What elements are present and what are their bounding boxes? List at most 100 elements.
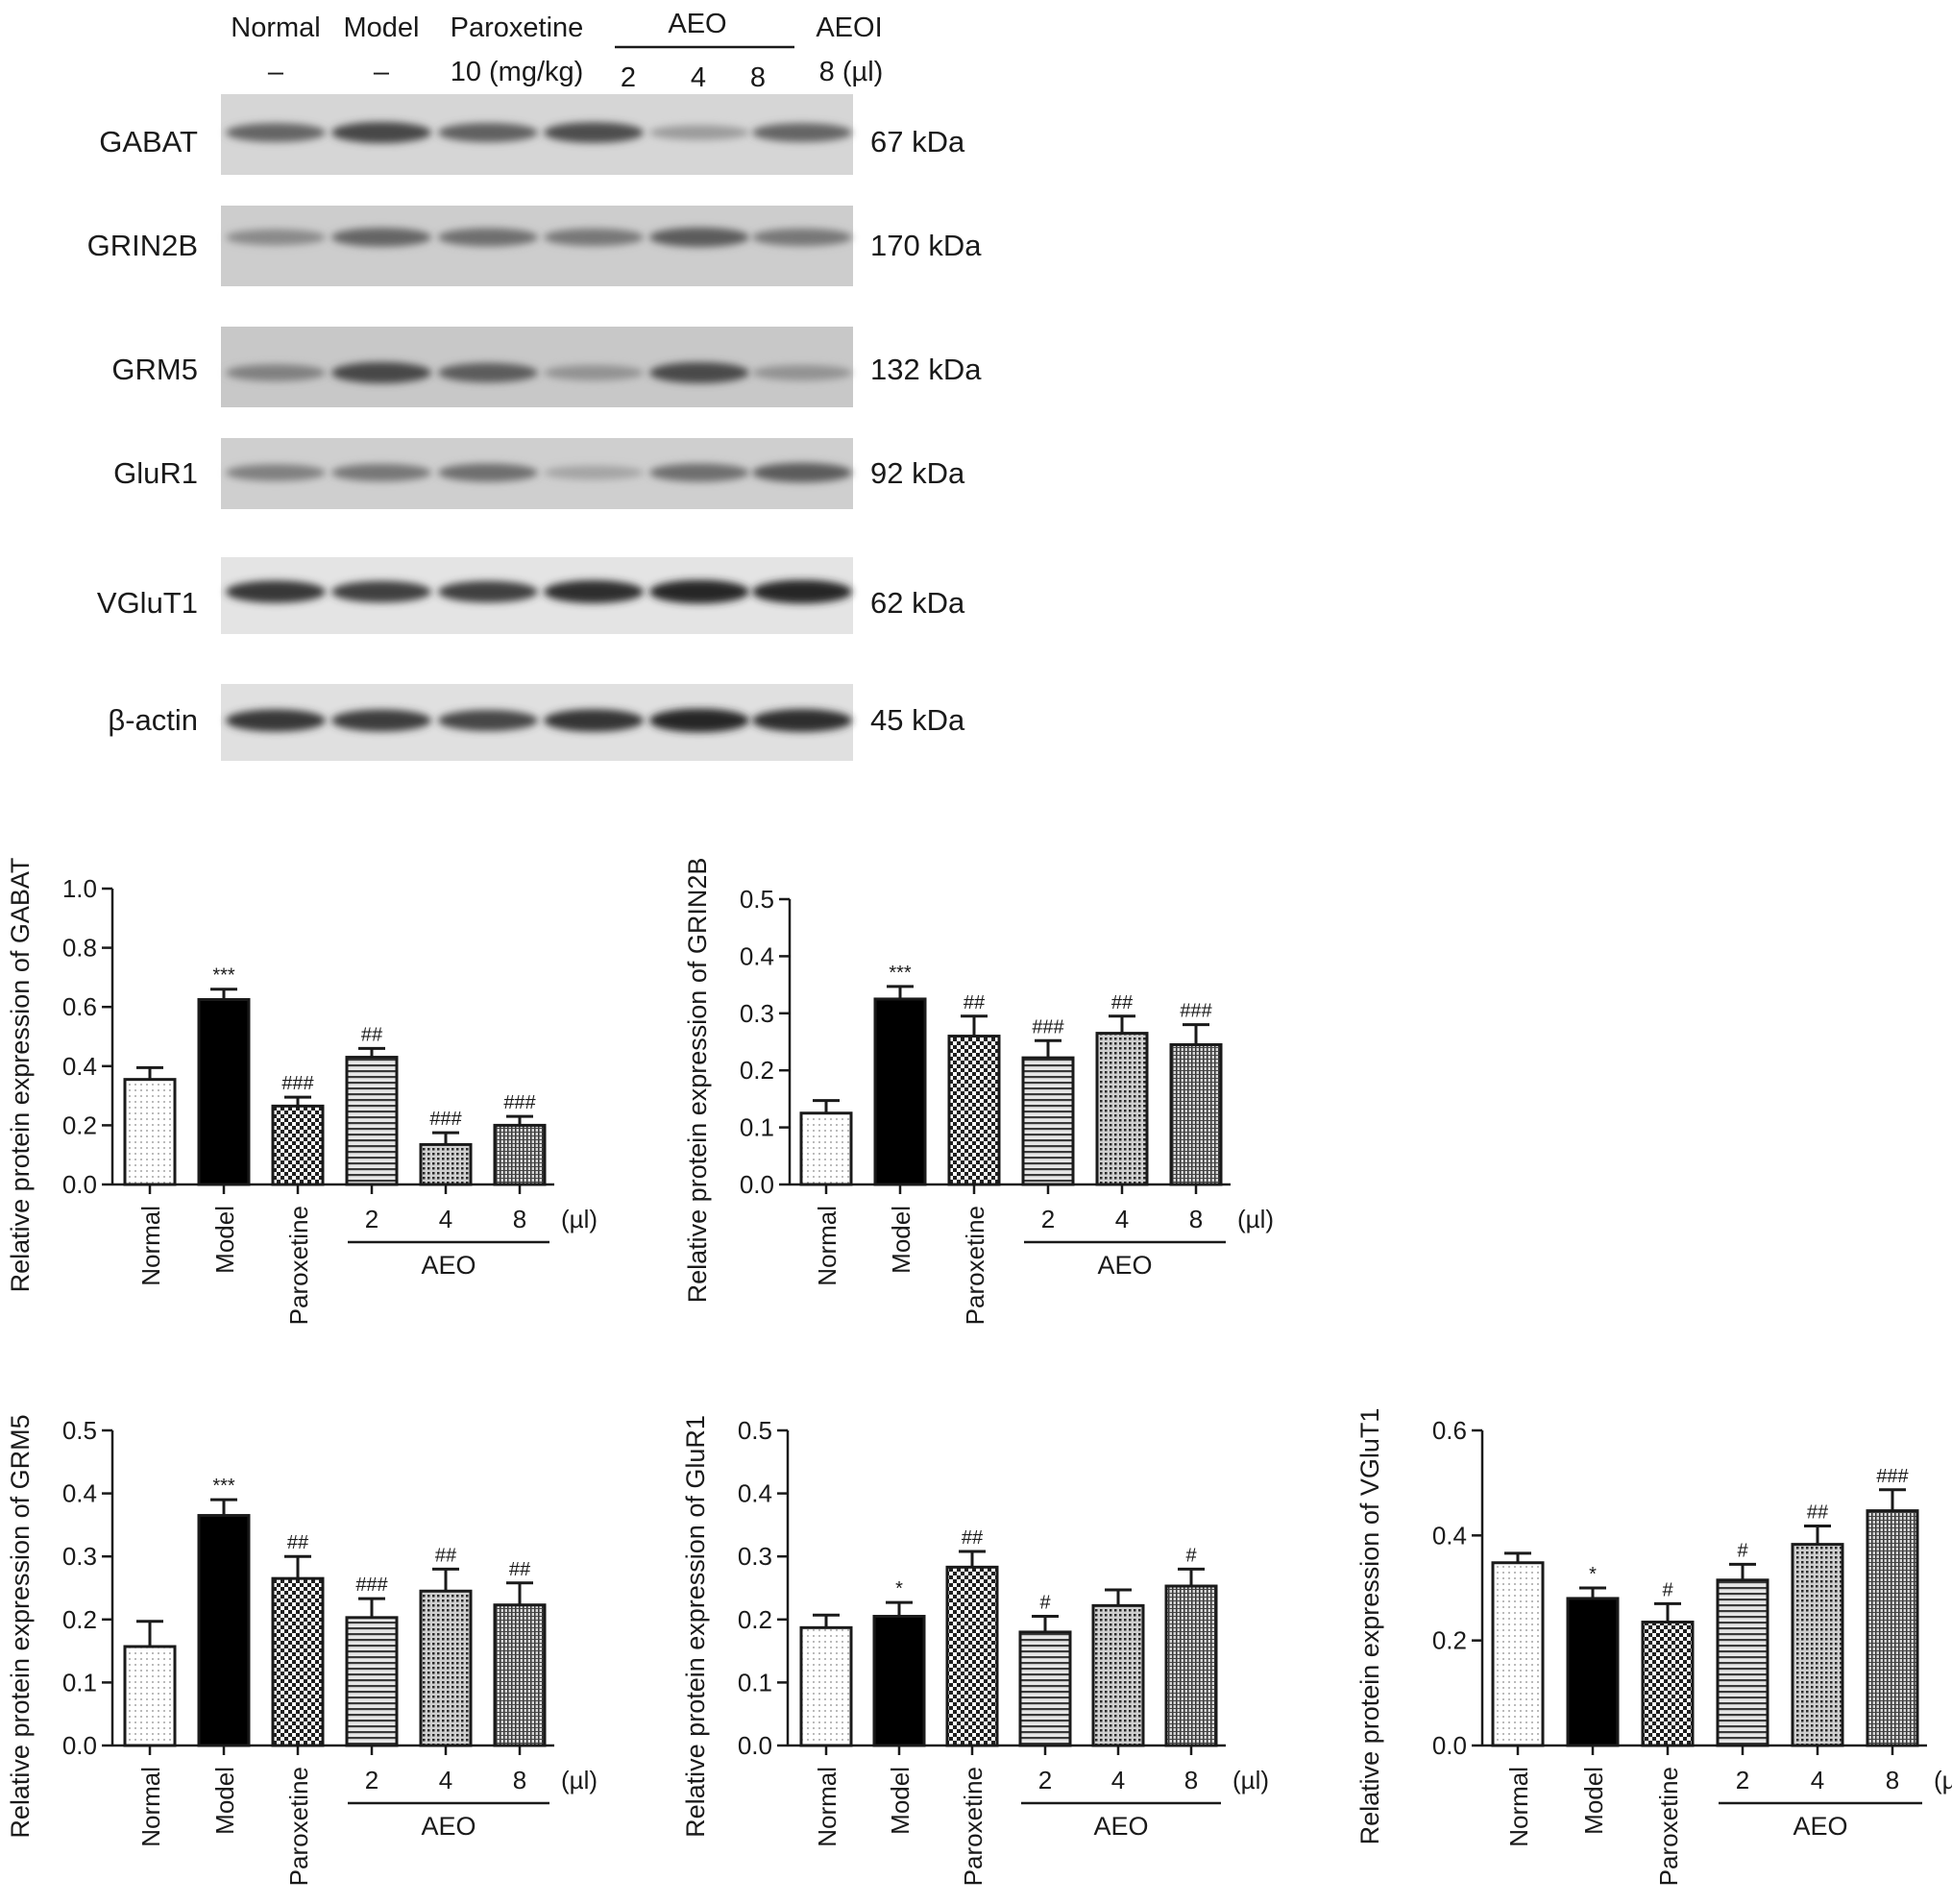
blot-band <box>438 362 538 383</box>
header-normal: Normal <box>231 12 320 43</box>
bar <box>1164 1584 1218 1747</box>
bar <box>419 1142 473 1186</box>
y-tick-label: 0.4 <box>738 1479 772 1508</box>
significance-label: ### <box>281 1073 314 1094</box>
bar <box>493 1123 547 1186</box>
blot-band <box>649 463 749 482</box>
y-tick-label: 0.2 <box>738 1605 772 1634</box>
bar <box>1791 1543 1844 1747</box>
bar <box>1566 1597 1620 1747</box>
y-tick-label: 0.4 <box>1432 1521 1467 1550</box>
blot-band <box>752 709 852 732</box>
bar-chart-vglut1: Relative protein expression of VGluT1 0.0… <box>1355 1408 1952 1887</box>
protein-label-vglut1: VGluT1 <box>97 586 198 620</box>
significance-label: *** <box>889 963 912 984</box>
membrane-grin2b <box>221 206 853 286</box>
blot-band <box>544 465 644 480</box>
blot-row-grm5: GRM5 132 kDa <box>111 327 982 407</box>
y-tick-label: 0.3 <box>738 1542 772 1571</box>
kda-label-beta-actin: 45 kDa <box>870 703 965 737</box>
significance-label: *** <box>212 965 235 987</box>
header-model: Model <box>344 12 420 43</box>
blot-row-beta-actin: β-actin 45 kDa <box>108 684 965 761</box>
blot-band <box>331 580 431 603</box>
x-tick-label: 8 <box>513 1766 526 1794</box>
western-blot-panel: Normal Model Paroxetine AEO AEOI – – 10 … <box>87 9 982 761</box>
significance-label: ### <box>1032 1016 1064 1037</box>
y-axis-label: Relative protein expression of GluR1 <box>681 1415 710 1838</box>
y-tick-label: 0.5 <box>738 1416 772 1445</box>
x-tick-label: 8 <box>1189 1205 1203 1233</box>
y-tick-label: 0.4 <box>62 1479 97 1508</box>
blot-band <box>226 364 326 381</box>
y-tick-label: 0.2 <box>62 1111 97 1139</box>
membrane-grm5 <box>221 327 853 407</box>
x-tick-label: 4 <box>1111 1766 1125 1794</box>
unit-label: (µl) <box>1934 1766 1952 1794</box>
header-aeo: AEO <box>668 9 726 39</box>
x-tick-label: Model <box>887 1206 915 1274</box>
bar <box>1491 1561 1545 1747</box>
blot-band <box>438 580 538 603</box>
significance-label: ## <box>287 1532 309 1553</box>
kda-label-grin2b: 170 kDa <box>870 229 982 262</box>
kda-label-vglut1: 62 kDa <box>870 586 965 620</box>
unit-label: (µl) <box>561 1205 598 1233</box>
membrane-gabat <box>221 94 853 175</box>
bar <box>419 1589 473 1747</box>
bar <box>345 1616 399 1747</box>
x-tick-label: 8 <box>513 1205 526 1233</box>
dose-normal: – <box>268 57 284 87</box>
blot-band <box>649 708 749 733</box>
x-tick-label: Normal <box>136 1206 165 1286</box>
group-label: AEO <box>1793 1812 1847 1841</box>
significance-label: # <box>1662 1579 1673 1600</box>
bar <box>345 1056 399 1186</box>
dose-aeoi: 8 (µl) <box>819 57 884 87</box>
protein-label-glur1: GluR1 <box>113 456 198 490</box>
blot-band <box>752 364 852 381</box>
x-tick-label: Normal <box>813 1206 842 1286</box>
y-tick-label: 0.5 <box>740 885 774 914</box>
blot-band <box>544 122 644 143</box>
significance-label: ## <box>509 1559 531 1580</box>
bar <box>271 1576 325 1747</box>
bar <box>873 997 927 1186</box>
y-tick-label: 0.2 <box>62 1605 97 1634</box>
bar <box>1716 1578 1769 1747</box>
bar <box>1091 1603 1145 1747</box>
y-tick-label: 0.0 <box>740 1170 774 1199</box>
bar <box>197 998 251 1186</box>
blot-row-gabat: GABAT 67 kDa <box>99 94 965 175</box>
bar-chart-grin2b: Relative protein expression of GRIN2B 0.0… <box>683 858 1274 1326</box>
group-label: AEO <box>421 1812 476 1841</box>
x-tick-label: Normal <box>1504 1767 1533 1847</box>
x-tick-label: Paroxetine <box>284 1767 313 1886</box>
y-tick-label: 0.2 <box>1432 1626 1467 1655</box>
y-axis-label: Relative protein expression of GABAT <box>6 858 35 1293</box>
blot-band <box>752 123 852 142</box>
significance-label: ### <box>1180 1001 1212 1022</box>
blot-band <box>544 364 644 381</box>
protein-label-beta-actin: β-actin <box>108 703 198 737</box>
bar <box>1018 1630 1072 1747</box>
x-tick-label: 4 <box>1115 1205 1129 1233</box>
blot-band <box>544 228 644 247</box>
blot-band <box>226 709 326 732</box>
dose-model: – <box>374 57 390 87</box>
blot-band <box>438 463 538 482</box>
y-tick-label: 0.3 <box>740 999 774 1028</box>
significance-label: # <box>1185 1545 1197 1566</box>
blot-band <box>752 228 852 247</box>
x-tick-label: Paroxetine <box>284 1206 313 1325</box>
blot-band <box>331 361 431 384</box>
blot-band <box>649 579 749 604</box>
x-tick-label: Paroxetine <box>961 1206 989 1325</box>
significance-label: * <box>1589 1564 1597 1585</box>
y-tick-label: 0.6 <box>62 992 97 1021</box>
x-tick-label: 4 <box>439 1766 452 1794</box>
bar <box>1095 1032 1149 1186</box>
blot-row-grin2b: GRIN2B 170 kDa <box>87 206 982 286</box>
blot-band <box>226 580 326 603</box>
y-axis-label: Relative protein expression of GRM5 <box>6 1414 35 1838</box>
